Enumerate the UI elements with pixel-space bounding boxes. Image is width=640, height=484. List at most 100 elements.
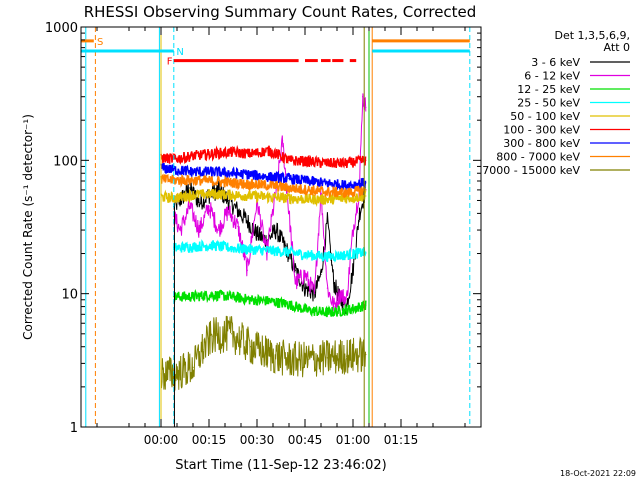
data-point [365, 182, 367, 184]
data-point [250, 183, 252, 185]
series-line-5 [160, 144, 367, 169]
legend-label-7: 800 - 7000 keV [496, 151, 580, 164]
series-line-6 [160, 163, 367, 193]
data-point [192, 366, 194, 368]
data-point [326, 287, 328, 289]
plot-frame [80, 26, 482, 428]
data-point [211, 153, 213, 155]
data-point [173, 169, 175, 171]
data-point [198, 202, 200, 204]
data-point [250, 195, 252, 197]
data-point [362, 96, 364, 98]
data-point [192, 171, 194, 173]
legend-label-1: 6 - 12 keV [524, 70, 580, 83]
data-point [365, 353, 367, 356]
legend-label-6: 300 - 800 keV [503, 137, 580, 150]
data-point [192, 246, 194, 248]
data-point [326, 198, 328, 200]
data-point [326, 357, 328, 359]
data-point [346, 162, 348, 164]
legend-header-line-2: Att 0 [604, 41, 630, 54]
data-point [250, 299, 252, 301]
series-8 [160, 315, 367, 391]
data-point [211, 171, 213, 173]
y-tick-label: 1 [70, 421, 78, 436]
x-tick-label: 00:45 [288, 433, 323, 447]
data-point [346, 184, 348, 186]
series-0 [173, 180, 367, 314]
data-point [314, 293, 316, 295]
data-point [288, 197, 290, 199]
data-point [237, 225, 239, 227]
data-point [288, 187, 290, 189]
data-point [307, 189, 309, 191]
data-point [282, 140, 284, 142]
data-point [230, 172, 232, 174]
flag-label-F: F [167, 57, 173, 68]
footer-date: 18-Oct-2021 22:09 [560, 469, 636, 478]
series-line-0 [173, 180, 367, 314]
flag-label-S: S [97, 37, 103, 48]
data-point [230, 296, 232, 298]
data-point [288, 212, 290, 214]
data-point [250, 248, 252, 250]
x-tick-label: 00:15 [192, 433, 227, 447]
data-point [250, 346, 252, 348]
data-point [227, 199, 229, 202]
data-point [333, 282, 335, 284]
legend-label-0: 3 - 6 keV [531, 56, 580, 69]
data-point [307, 160, 309, 163]
data-point [304, 287, 306, 289]
data-point [365, 189, 367, 191]
data-point [230, 194, 232, 196]
data-point [352, 229, 354, 231]
legend-label-5: 100 - 300 keV [503, 124, 580, 137]
data-point [246, 220, 248, 222]
data-point [307, 180, 309, 182]
data-point [230, 151, 232, 153]
legend-label-4: 50 - 100 keV [510, 110, 580, 123]
series-line-1 [173, 93, 367, 312]
data-point [230, 333, 232, 335]
series-5 [160, 144, 367, 169]
legend-label-3: 25 - 50 keV [517, 97, 580, 110]
flag-label-N: N [176, 47, 183, 58]
x-tick-label: 01:00 [336, 433, 371, 447]
legend-label-2: 12 - 25 keV [517, 83, 580, 96]
data-point [346, 309, 348, 311]
legend-label-8: 7000 - 15000 keV [482, 164, 580, 177]
data-point [208, 206, 210, 208]
data-point [358, 212, 360, 214]
data-point [250, 153, 252, 155]
data-point [365, 251, 367, 253]
data-point [250, 174, 252, 176]
series-3 [173, 239, 367, 263]
data-point [346, 197, 348, 199]
data-point [307, 309, 309, 311]
data-point [304, 273, 306, 275]
data-point [269, 150, 271, 152]
data-point [202, 349, 204, 351]
x-tick-label: 01:15 [384, 433, 419, 447]
data-point [189, 206, 191, 208]
data-point [346, 254, 348, 256]
series-line-3 [173, 239, 367, 263]
data-point [346, 192, 348, 194]
data-point [192, 155, 194, 157]
data-point [326, 162, 328, 164]
data-point [230, 182, 232, 184]
series-line-8 [160, 315, 366, 391]
data-point [192, 179, 194, 181]
data-point [192, 194, 194, 196]
data-point [269, 353, 271, 356]
data-point [266, 252, 268, 255]
data-point [246, 269, 248, 271]
data-point [346, 299, 348, 301]
data-point [269, 250, 271, 252]
data-point [288, 359, 290, 361]
data-point [211, 244, 213, 246]
legend-header-line-1: Det 1,3,5,6,9, [554, 29, 630, 42]
data-point [307, 198, 309, 200]
